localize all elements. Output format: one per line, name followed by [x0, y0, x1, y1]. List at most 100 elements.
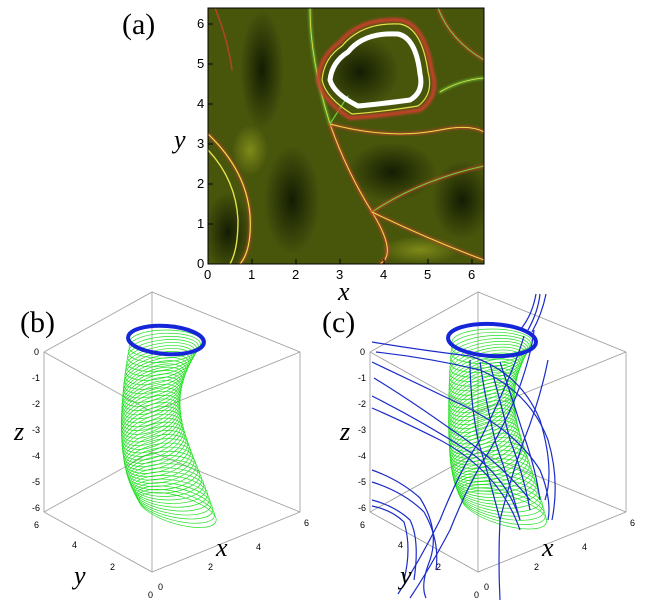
tube-cross-section: [124, 438, 192, 478]
panel-c-ztick: 0: [360, 347, 365, 357]
panel-b-ytick: 0: [148, 590, 153, 600]
tube-cross-section: [137, 489, 215, 524]
panel-b-label: (b): [20, 306, 55, 339]
field-lines-c: [371, 293, 556, 601]
tube-cross-section: [448, 355, 521, 396]
panel-b-ytick: 6: [34, 520, 39, 530]
periodic-orbit-blue-b: [126, 323, 206, 357]
panel-a-x-ticks: 0 1 2 3 4 5 6: [204, 259, 475, 282]
tube-cross-section: [122, 369, 184, 412]
panel-b-xtick: 2: [208, 562, 213, 572]
panel-a-ytick: 4: [197, 96, 204, 111]
panel-a-ytick: 3: [197, 136, 204, 151]
panel-b-ytick: 4: [72, 540, 77, 550]
panel-a-ytick: 6: [197, 16, 204, 31]
panel-a-xtick: 4: [380, 267, 387, 282]
panel-c-xtick: 2: [534, 562, 539, 572]
panel-a-ytick: 0: [197, 256, 204, 271]
panel-b-ztick: -2: [32, 399, 40, 409]
panel-a-xtick: 3: [336, 267, 343, 282]
panel-b-ztick: -6: [32, 503, 40, 513]
panel-a-xlabel: x: [337, 277, 350, 306]
panel-b-ztick: -4: [32, 451, 40, 461]
panel-a-ytick: 1: [197, 216, 204, 231]
panel-b-box: [43, 291, 301, 573]
periodic-orbit-blue-c: [446, 321, 538, 359]
panel-a-xtick: 0: [204, 267, 211, 282]
tube-cross-section: [125, 442, 193, 481]
tube-cross-section: [122, 366, 185, 407]
panel-b-xtick: 4: [256, 542, 261, 552]
panel-c-ylabel: y: [397, 561, 412, 590]
panel-a-xtick: 2: [292, 267, 299, 282]
panel-b-xtick: 0: [158, 582, 163, 592]
panel-c-ztick: -4: [358, 451, 366, 461]
tube-cross-section: [452, 454, 532, 492]
tube-cross-section: [448, 371, 517, 418]
panel-c-ztick: -1: [358, 373, 366, 383]
tube-cross-section: [134, 482, 212, 516]
tube-cross-section: [138, 492, 217, 528]
panel-c-ztick: -3: [358, 425, 366, 435]
panel-b-y-ticks: 6 4 2 0: [34, 520, 153, 600]
panel-c-y-ticks: 6 4 2 0: [360, 520, 479, 600]
tube-cross-section: [132, 475, 208, 508]
tube-cross-section: [451, 445, 529, 485]
panel-c-ztick: -6: [358, 503, 366, 513]
panel-b-xlabel: x: [215, 533, 228, 562]
panel-b: (b) 0 -1 -2 -3 -4 -5 -6: [13, 291, 309, 600]
poincare-section-image: [208, 8, 484, 264]
panel-a-xtick: 1: [248, 267, 255, 282]
tube-cross-section: [458, 481, 543, 517]
panel-c-xtick: 0: [484, 582, 489, 592]
tube-cross-section: [133, 478, 210, 512]
panel-c-xtick: 6: [630, 518, 635, 528]
panel-c-ytick: 6: [360, 520, 365, 530]
panel-b-x-ticks: 0 2 4 6: [158, 518, 309, 592]
panel-a-ytick: 2: [197, 176, 204, 191]
panel-b-ytick: 2: [110, 562, 115, 572]
panel-a-ytick: 5: [197, 56, 204, 71]
panel-b-ztick: 0: [34, 347, 39, 357]
panel-a-label: (a): [122, 8, 155, 41]
panel-c-label: (c): [322, 306, 355, 339]
tube-cross-section: [136, 485, 214, 520]
panel-c-xlabel: x: [541, 533, 554, 562]
panel-c-box: [369, 291, 627, 573]
panel-c-zlabel: z: [339, 417, 350, 446]
panel-c-ytick: 4: [398, 540, 403, 550]
panel-a-xtick: 6: [468, 267, 475, 282]
tube-cross-section: [451, 331, 532, 360]
tube-cross-section: [121, 402, 182, 447]
tube-cross-section: [127, 336, 200, 363]
flux-tube-c: [448, 328, 548, 530]
panel-c-x-ticks: 0 2 4 6: [484, 518, 635, 592]
panel-b-ztick: -5: [32, 477, 40, 487]
panel-c-ztick: -5: [358, 477, 366, 487]
tube-cross-section: [123, 357, 188, 395]
panel-c-ztick: -2: [358, 399, 366, 409]
panel-b-ztick: -3: [32, 425, 40, 435]
panel-b-xtick: 6: [304, 518, 309, 528]
tube-cross-section: [448, 412, 518, 459]
panel-b-zlabel: z: [13, 417, 24, 446]
tube-cross-section: [452, 449, 530, 488]
tube-cross-section: [121, 373, 183, 416]
tube-cross-section: [124, 354, 190, 390]
panel-c-z-ticks: 0 -1 -2 -3 -4 -5 -6: [358, 347, 366, 513]
panel-c-ytick: 2: [436, 562, 441, 572]
panel-a-y-ticks: 0 1 2 3 4 5 6: [197, 16, 213, 271]
panel-a-xtick: 5: [424, 267, 431, 282]
panel-c: (c): [322, 291, 635, 601]
panel-b-ylabel: y: [71, 561, 86, 590]
panel-a-ylabel: y: [171, 125, 186, 154]
tube-cross-section: [448, 358, 520, 400]
panel-c-ytick: 0: [474, 590, 479, 600]
panel-a: (a): [122, 7, 485, 306]
periodic-orbit-white: [327, 31, 424, 109]
tube-cross-section: [131, 471, 206, 504]
panel-a-frame: [207, 7, 485, 265]
panel-b-ztick: -1: [32, 373, 40, 383]
flux-tube-b: [120, 329, 217, 528]
